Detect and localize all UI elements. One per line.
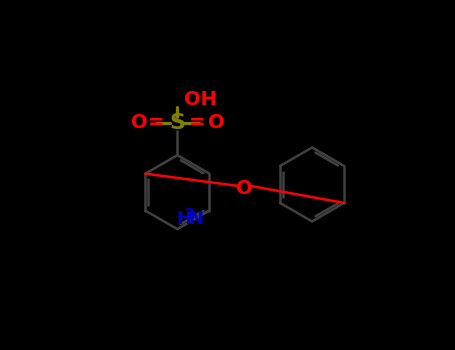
Text: OH: OH <box>183 90 217 109</box>
Text: N: N <box>188 210 203 228</box>
Text: S: S <box>169 113 185 133</box>
Text: =: = <box>148 113 165 132</box>
Text: =: = <box>188 113 205 132</box>
Text: H: H <box>177 210 192 228</box>
Text: 2: 2 <box>185 206 195 220</box>
Text: O: O <box>207 113 224 132</box>
Text: O: O <box>237 179 253 198</box>
Text: O: O <box>131 113 147 132</box>
